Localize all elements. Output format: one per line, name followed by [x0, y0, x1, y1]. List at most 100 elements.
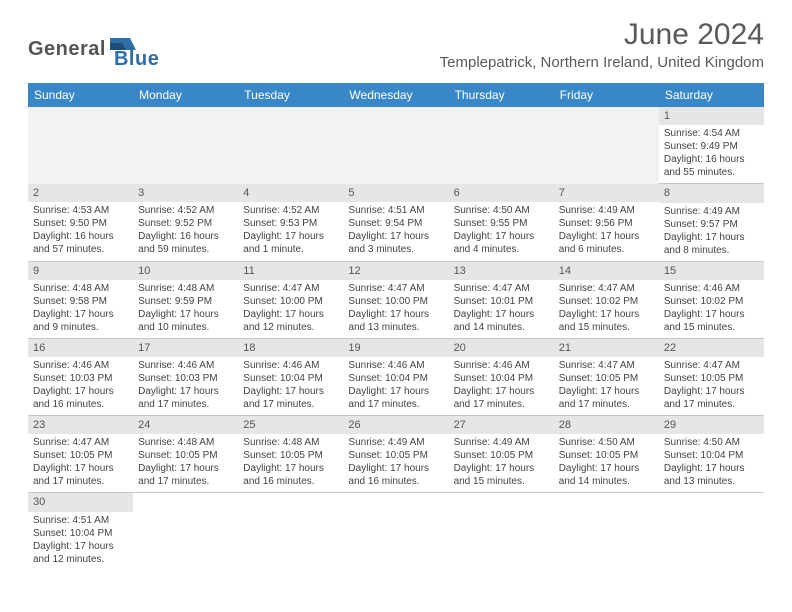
day-details: Sunrise: 4:48 AMSunset: 10:05 PMDaylight…: [238, 434, 343, 492]
sunset-line: Sunset: 9:57 PM: [664, 218, 759, 231]
sunset-line: Sunset: 10:05 PM: [559, 372, 654, 385]
sunset-line: Sunset: 10:04 PM: [664, 449, 759, 462]
sunrise-line: Sunrise: 4:47 AM: [664, 359, 759, 372]
daylight-line: Daylight: 17 hours and 17 minutes.: [559, 385, 654, 411]
calendar-empty-cell: [238, 493, 343, 570]
calendar-table: Sunday Monday Tuesday Wednesday Thursday…: [28, 83, 764, 570]
sunset-line: Sunset: 9:50 PM: [33, 217, 128, 230]
day-number: 29: [659, 416, 764, 434]
daylight-line: Daylight: 17 hours and 6 minutes.: [559, 230, 654, 256]
sunset-line: Sunset: 10:00 PM: [243, 295, 338, 308]
daylight-line: Daylight: 17 hours and 4 minutes.: [454, 230, 549, 256]
calendar-day-cell: 13Sunrise: 4:47 AMSunset: 10:01 PMDaylig…: [449, 261, 554, 338]
sunrise-line: Sunrise: 4:46 AM: [33, 359, 128, 372]
calendar-day-cell: 15Sunrise: 4:46 AMSunset: 10:02 PMDaylig…: [659, 261, 764, 338]
daylight-line: Daylight: 16 hours and 57 minutes.: [33, 230, 128, 256]
weekday-header: Sunday: [28, 83, 133, 107]
calendar-week-row: 30Sunrise: 4:51 AMSunset: 10:04 PMDaylig…: [28, 493, 764, 570]
calendar-week-row: 23Sunrise: 4:47 AMSunset: 10:05 PMDaylig…: [28, 416, 764, 493]
day-details: Sunrise: 4:51 AMSunset: 10:04 PMDaylight…: [28, 512, 133, 570]
calendar-day-cell: 9Sunrise: 4:48 AMSunset: 9:58 PMDaylight…: [28, 261, 133, 338]
day-number: 20: [449, 339, 554, 357]
day-details: Sunrise: 4:49 AMSunset: 9:56 PMDaylight:…: [554, 202, 659, 260]
daylight-line: Daylight: 17 hours and 17 minutes.: [33, 462, 128, 488]
sunset-line: Sunset: 10:04 PM: [33, 527, 128, 540]
day-details: Sunrise: 4:49 AMSunset: 10:05 PMDaylight…: [449, 434, 554, 492]
sunset-line: Sunset: 10:05 PM: [348, 449, 443, 462]
sunrise-line: Sunrise: 4:48 AM: [138, 282, 233, 295]
daylight-line: Daylight: 17 hours and 16 minutes.: [33, 385, 128, 411]
sunset-line: Sunset: 10:05 PM: [138, 449, 233, 462]
calendar-page: General Blue June 2024 Templepatrick, No…: [0, 0, 792, 612]
day-number: 6: [449, 184, 554, 202]
daylight-line: Daylight: 17 hours and 14 minutes.: [454, 308, 549, 334]
day-number: 24: [133, 416, 238, 434]
day-details: Sunrise: 4:47 AMSunset: 10:05 PMDaylight…: [554, 357, 659, 415]
calendar-day-cell: 30Sunrise: 4:51 AMSunset: 10:04 PMDaylig…: [28, 493, 133, 570]
sunrise-line: Sunrise: 4:49 AM: [454, 436, 549, 449]
day-number: 1: [659, 107, 764, 125]
day-details: Sunrise: 4:53 AMSunset: 9:50 PMDaylight:…: [28, 202, 133, 260]
location-subtitle: Templepatrick, Northern Ireland, United …: [440, 54, 764, 71]
sunrise-line: Sunrise: 4:47 AM: [33, 436, 128, 449]
day-details: Sunrise: 4:46 AMSunset: 10:04 PMDaylight…: [449, 357, 554, 415]
calendar-day-cell: 20Sunrise: 4:46 AMSunset: 10:04 PMDaylig…: [449, 338, 554, 415]
weekday-header: Saturday: [659, 83, 764, 107]
sunrise-line: Sunrise: 4:50 AM: [454, 204, 549, 217]
day-details: Sunrise: 4:50 AMSunset: 9:55 PMDaylight:…: [449, 202, 554, 260]
weekday-header: Friday: [554, 83, 659, 107]
calendar-empty-cell: [343, 493, 448, 570]
calendar-empty-cell: [238, 107, 343, 184]
sunset-line: Sunset: 10:04 PM: [348, 372, 443, 385]
calendar-empty-cell: [449, 493, 554, 570]
day-details: Sunrise: 4:46 AMSunset: 10:03 PMDaylight…: [133, 357, 238, 415]
day-number: 10: [133, 262, 238, 280]
calendar-day-cell: 24Sunrise: 4:48 AMSunset: 10:05 PMDaylig…: [133, 416, 238, 493]
day-number: 7: [554, 184, 659, 202]
day-details: Sunrise: 4:47 AMSunset: 10:01 PMDaylight…: [449, 280, 554, 338]
day-number: 28: [554, 416, 659, 434]
daylight-line: Daylight: 17 hours and 17 minutes.: [664, 385, 759, 411]
daylight-line: Daylight: 17 hours and 17 minutes.: [243, 385, 338, 411]
day-details: Sunrise: 4:46 AMSunset: 10:03 PMDaylight…: [28, 357, 133, 415]
sunrise-line: Sunrise: 4:52 AM: [243, 204, 338, 217]
day-number: 14: [554, 262, 659, 280]
calendar-day-cell: 7Sunrise: 4:49 AMSunset: 9:56 PMDaylight…: [554, 184, 659, 261]
day-details: Sunrise: 4:49 AMSunset: 9:57 PMDaylight:…: [659, 203, 764, 261]
day-number: 17: [133, 339, 238, 357]
daylight-line: Daylight: 17 hours and 16 minutes.: [243, 462, 338, 488]
calendar-day-cell: 18Sunrise: 4:46 AMSunset: 10:04 PMDaylig…: [238, 338, 343, 415]
day-details: Sunrise: 4:48 AMSunset: 10:05 PMDaylight…: [133, 434, 238, 492]
calendar-day-cell: 10Sunrise: 4:48 AMSunset: 9:59 PMDayligh…: [133, 261, 238, 338]
calendar-week-row: 1Sunrise: 4:54 AMSunset: 9:49 PMDaylight…: [28, 107, 764, 184]
calendar-empty-cell: [659, 493, 764, 570]
sunset-line: Sunset: 10:02 PM: [559, 295, 654, 308]
daylight-line: Daylight: 16 hours and 59 minutes.: [138, 230, 233, 256]
calendar-day-cell: 17Sunrise: 4:46 AMSunset: 10:03 PMDaylig…: [133, 338, 238, 415]
sunrise-line: Sunrise: 4:50 AM: [559, 436, 654, 449]
sunrise-line: Sunrise: 4:47 AM: [454, 282, 549, 295]
calendar-day-cell: 2Sunrise: 4:53 AMSunset: 9:50 PMDaylight…: [28, 184, 133, 261]
daylight-line: Daylight: 17 hours and 10 minutes.: [138, 308, 233, 334]
sunset-line: Sunset: 10:05 PM: [664, 372, 759, 385]
calendar-day-cell: 1Sunrise: 4:54 AMSunset: 9:49 PMDaylight…: [659, 107, 764, 184]
day-number: 23: [28, 416, 133, 434]
sunset-line: Sunset: 10:03 PM: [138, 372, 233, 385]
daylight-line: Daylight: 17 hours and 15 minutes.: [664, 308, 759, 334]
day-details: Sunrise: 4:52 AMSunset: 9:53 PMDaylight:…: [238, 202, 343, 260]
sunrise-line: Sunrise: 4:49 AM: [559, 204, 654, 217]
calendar-day-cell: 29Sunrise: 4:50 AMSunset: 10:04 PMDaylig…: [659, 416, 764, 493]
day-details: Sunrise: 4:46 AMSunset: 10:04 PMDaylight…: [238, 357, 343, 415]
day-number: 2: [28, 184, 133, 202]
calendar-week-row: 2Sunrise: 4:53 AMSunset: 9:50 PMDaylight…: [28, 184, 764, 261]
calendar-empty-cell: [554, 493, 659, 570]
weekday-row: Sunday Monday Tuesday Wednesday Thursday…: [28, 83, 764, 107]
day-details: Sunrise: 4:47 AMSunset: 10:05 PMDaylight…: [28, 434, 133, 492]
day-number: 13: [449, 262, 554, 280]
weekday-header: Monday: [133, 83, 238, 107]
sunset-line: Sunset: 10:02 PM: [664, 295, 759, 308]
weekday-header: Wednesday: [343, 83, 448, 107]
sunrise-line: Sunrise: 4:48 AM: [138, 436, 233, 449]
day-number: 3: [133, 184, 238, 202]
daylight-line: Daylight: 17 hours and 13 minutes.: [348, 308, 443, 334]
